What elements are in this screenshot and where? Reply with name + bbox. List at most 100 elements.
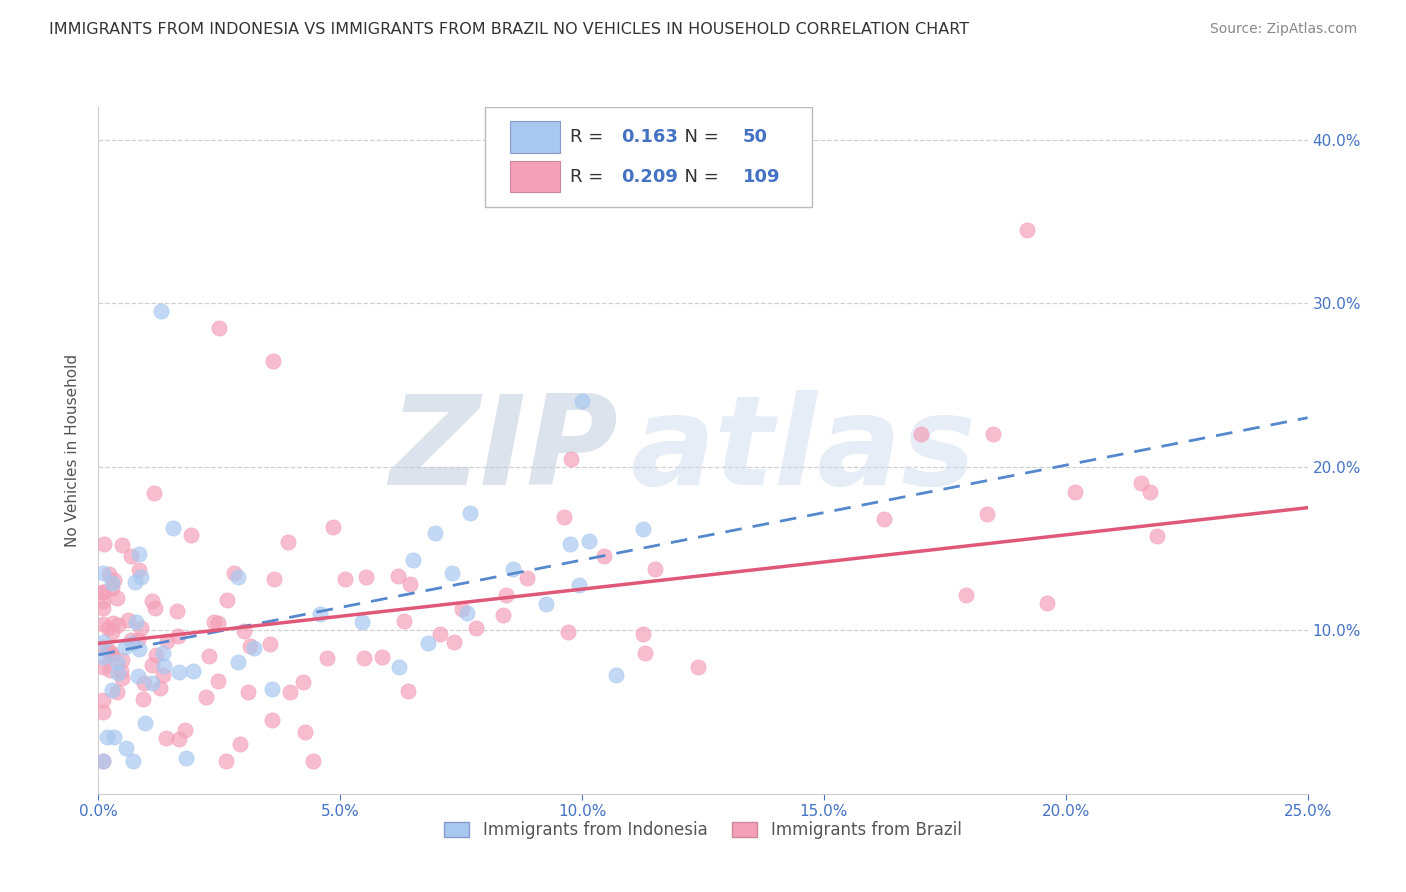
Point bbox=[91, 566, 114, 580]
Point bbox=[553, 509, 575, 524]
Point bbox=[97, 567, 120, 582]
Point bbox=[142, 485, 165, 500]
Point bbox=[440, 566, 463, 580]
Point bbox=[181, 664, 204, 678]
Point bbox=[111, 653, 134, 667]
Point bbox=[150, 304, 173, 318]
Point bbox=[169, 732, 191, 747]
Point bbox=[207, 673, 229, 688]
Point bbox=[166, 604, 188, 618]
Point bbox=[495, 588, 517, 602]
Legend: Immigrants from Indonesia, Immigrants from Brazil: Immigrants from Indonesia, Immigrants fr… bbox=[436, 813, 970, 847]
Point bbox=[103, 730, 125, 744]
Point bbox=[91, 693, 114, 707]
Point bbox=[425, 526, 447, 541]
Point bbox=[93, 537, 115, 551]
Point bbox=[1015, 222, 1038, 236]
Point bbox=[633, 627, 655, 641]
Point bbox=[91, 584, 114, 599]
Text: R =: R = bbox=[569, 128, 609, 146]
Point bbox=[571, 394, 593, 409]
Point bbox=[127, 669, 149, 683]
Point bbox=[226, 569, 249, 583]
Point bbox=[198, 649, 221, 664]
Point bbox=[873, 512, 896, 526]
Point bbox=[644, 562, 666, 576]
Point bbox=[202, 615, 225, 629]
Point bbox=[207, 615, 229, 630]
Point bbox=[263, 572, 285, 586]
Point bbox=[333, 572, 356, 586]
Point bbox=[350, 615, 373, 629]
Point bbox=[129, 621, 152, 635]
Point bbox=[122, 754, 145, 768]
Point bbox=[399, 577, 422, 591]
Point bbox=[174, 723, 197, 738]
Point bbox=[105, 591, 128, 606]
Point bbox=[492, 608, 515, 623]
Text: N =: N = bbox=[673, 168, 724, 186]
Point bbox=[228, 737, 250, 751]
Point bbox=[134, 715, 156, 730]
Point bbox=[1036, 596, 1059, 610]
Point bbox=[443, 635, 465, 649]
Point bbox=[91, 600, 114, 615]
Point bbox=[515, 571, 537, 585]
Point bbox=[128, 547, 150, 561]
Point bbox=[370, 650, 392, 665]
Point bbox=[353, 651, 375, 665]
Point bbox=[120, 633, 142, 648]
Point bbox=[458, 507, 481, 521]
Point bbox=[91, 594, 114, 608]
Point bbox=[128, 642, 150, 657]
Point bbox=[91, 634, 114, 648]
Point bbox=[121, 636, 143, 650]
Point bbox=[125, 615, 148, 629]
Y-axis label: No Vehicles in Household: No Vehicles in Household bbox=[65, 354, 80, 547]
Point bbox=[302, 754, 325, 768]
Point bbox=[117, 613, 139, 627]
Point bbox=[1139, 485, 1161, 500]
Point bbox=[976, 507, 998, 521]
Text: 0.163: 0.163 bbox=[621, 128, 678, 146]
Point bbox=[132, 691, 155, 706]
Point bbox=[100, 575, 122, 590]
Point bbox=[100, 646, 122, 660]
Point bbox=[396, 684, 419, 698]
Text: 109: 109 bbox=[742, 168, 780, 186]
FancyBboxPatch shape bbox=[509, 121, 561, 153]
Point bbox=[166, 629, 188, 643]
Point bbox=[451, 601, 474, 615]
Point bbox=[578, 533, 600, 548]
Text: IMMIGRANTS FROM INDONESIA VS IMMIGRANTS FROM BRAZIL NO VEHICLES IN HOUSEHOLD COR: IMMIGRANTS FROM INDONESIA VS IMMIGRANTS … bbox=[49, 22, 969, 37]
Point bbox=[605, 668, 627, 682]
Point bbox=[127, 633, 149, 648]
Point bbox=[1146, 529, 1168, 543]
Point bbox=[105, 655, 128, 669]
Point bbox=[101, 648, 124, 663]
Point bbox=[145, 648, 167, 663]
Point bbox=[278, 685, 301, 699]
Point bbox=[91, 649, 114, 664]
Point bbox=[418, 635, 440, 649]
Point bbox=[465, 621, 488, 635]
Text: 0.209: 0.209 bbox=[621, 168, 678, 186]
Point bbox=[111, 538, 134, 552]
Point bbox=[309, 607, 332, 621]
Point bbox=[91, 584, 114, 599]
Point bbox=[1129, 475, 1152, 490]
Point bbox=[593, 549, 616, 564]
Point bbox=[124, 574, 146, 589]
Point bbox=[91, 640, 114, 654]
Point bbox=[631, 523, 654, 537]
Point bbox=[131, 570, 153, 584]
Point bbox=[536, 597, 558, 611]
Text: 50: 50 bbox=[742, 128, 768, 146]
Point bbox=[233, 624, 256, 638]
Point bbox=[91, 617, 114, 632]
Point bbox=[167, 665, 190, 680]
Point bbox=[180, 528, 202, 542]
Point bbox=[568, 577, 591, 591]
Point bbox=[114, 640, 136, 654]
Point bbox=[242, 640, 264, 655]
